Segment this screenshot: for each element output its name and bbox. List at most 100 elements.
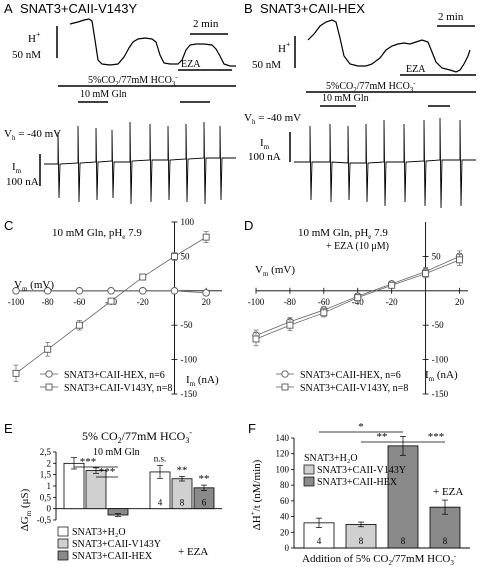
legend-swatch bbox=[57, 550, 69, 561]
h-label: H+ bbox=[278, 40, 291, 55]
y-tick-label: 0 bbox=[285, 543, 290, 553]
y-tick-label: 0 bbox=[47, 504, 52, 514]
y-tick-label: -50 bbox=[180, 320, 192, 330]
current-trace bbox=[294, 117, 476, 209]
data-point-square bbox=[171, 252, 178, 260]
legend-swatch bbox=[303, 464, 315, 475]
current-trace bbox=[44, 121, 236, 205]
im-label: Im bbox=[260, 137, 270, 151]
x-axis-label: Vm (mV) bbox=[14, 279, 54, 293]
vh-label: Vh = -40 mV bbox=[244, 112, 301, 126]
x-axis-label: Vm (mV) bbox=[255, 264, 295, 278]
significance-label: *** bbox=[99, 466, 116, 478]
legend-entry: SNAT3+CAII-V143Y, n=8 bbox=[300, 383, 408, 394]
legend: SNAT3+CAII-HEX, n=6 SNAT3+CAII-V143Y, n=… bbox=[40, 370, 172, 394]
legend: SNAT3+H₂O SNAT3+CAII-V143Y SNAT3+CAII-HE… bbox=[57, 526, 161, 562]
data-point-circle bbox=[202, 289, 210, 297]
eza-group-label: + EZA bbox=[178, 546, 208, 558]
y-tick-label: -100 bbox=[432, 355, 449, 365]
significance-label: *** bbox=[80, 456, 97, 468]
y-tick-label: 140 bbox=[276, 433, 290, 443]
n-label: 8 bbox=[401, 536, 406, 546]
n-label: 8 bbox=[443, 536, 448, 546]
h-scale-label: 50 nM bbox=[252, 59, 281, 71]
significance-label: * bbox=[358, 421, 364, 433]
eza-label: EZA bbox=[406, 64, 426, 75]
x-tick-label: -60 bbox=[73, 297, 85, 307]
legend-swatch bbox=[57, 538, 69, 549]
eza-label: EZA bbox=[181, 59, 201, 70]
y-tick-label: 80 bbox=[280, 480, 290, 490]
y-axis-label: Im (nA) bbox=[425, 369, 458, 383]
n-label: 8 bbox=[359, 536, 364, 546]
y-axis-label: Im (nA) bbox=[186, 374, 219, 388]
x-tick-label: -20 bbox=[386, 297, 398, 307]
significance-label: ** bbox=[199, 473, 210, 485]
legend-entry: SNAT3+CAII-HEX, n=6 bbox=[300, 370, 401, 381]
legend-entry: SNAT3+CAII-HEX bbox=[317, 477, 398, 488]
x-tick-label: -20 bbox=[137, 297, 149, 307]
panel-b: B SNAT3+CAII-HEX 2 min H+ 50 nM EZA 5%CO… bbox=[244, 1, 476, 209]
co2-label: 5%CO2/77mM HCO3- bbox=[326, 79, 416, 94]
panel-a: A SNAT3+CAII-V143Y 2 min H+ 50 nM EZA 5%… bbox=[4, 1, 236, 205]
x-axis-label: Addition of 5% CO2/77mM HCO3- bbox=[302, 552, 457, 567]
n-label: 6 bbox=[202, 498, 207, 508]
data-point-square bbox=[422, 270, 430, 278]
data-point-circle bbox=[139, 287, 147, 295]
gln-label: 10 mM Gln bbox=[80, 89, 127, 100]
y-tick-label: -150 bbox=[432, 389, 449, 399]
data-point-square bbox=[75, 321, 83, 329]
panel-c-title: 10 mM Gln, pHe 7.9 bbox=[52, 227, 142, 241]
panel-letter-e: E bbox=[4, 421, 13, 436]
y-tick-label: 50 bbox=[180, 251, 190, 261]
significance-label: ** bbox=[177, 464, 188, 476]
data-point-square bbox=[388, 281, 396, 289]
y-tick-label: 100 bbox=[276, 464, 290, 474]
x-tick-label: -60 bbox=[318, 297, 330, 307]
legend-entry: SNAT3+CAII-V143Y bbox=[72, 539, 161, 550]
panel-e-title: 5% CO2/77mM HCO3- bbox=[82, 428, 192, 445]
n-label: 4 bbox=[158, 498, 163, 508]
data-point-square bbox=[252, 335, 260, 343]
y-tick-label: 2,5 bbox=[40, 447, 52, 457]
co2-label: 5%CO2/77mM HCO3- bbox=[88, 73, 178, 88]
ph-trace bbox=[69, 18, 236, 67]
x-tick-label: -80 bbox=[42, 297, 54, 307]
data-point-square bbox=[107, 297, 115, 305]
panel-d: D 10 mM Gln, pHe 7.9 + EZA (10 μM) -100-… bbox=[244, 218, 468, 399]
legend-swatch bbox=[57, 526, 69, 537]
n-label: 8 bbox=[180, 498, 185, 508]
legend-entry: SNAT3+CAII-HEX, n=6 bbox=[64, 370, 165, 381]
panel-c: C 10 mM Gln, pHe 7.9 -100-80-60-40-2020-… bbox=[4, 217, 222, 399]
significance-label: ** bbox=[377, 431, 388, 443]
data-point-square bbox=[12, 369, 20, 377]
legend-marker-circle bbox=[45, 370, 53, 378]
y-tick-label: 20 bbox=[280, 527, 290, 537]
y-axis-label: ΔH+/t (nM/min) bbox=[249, 459, 263, 530]
panel-f: F ΔH+/t (nM/min) 0 20 40 60 80 100 120 140 4 8 8 8 *… bbox=[248, 421, 470, 567]
legend-entry: SNAT3+CAII-HEX bbox=[72, 551, 153, 562]
im-scale-label: 100 nA bbox=[248, 151, 281, 163]
x-tick-label: -40 bbox=[352, 297, 364, 307]
panel-letter-d: D bbox=[244, 218, 253, 233]
legend: SNAT3+H₂O SNAT3+CAII-V143Y SNAT3+CAII-HE… bbox=[303, 453, 406, 488]
gln-label: 10 mM Gln bbox=[322, 93, 369, 104]
data-point-square bbox=[354, 294, 362, 302]
legend-marker-square bbox=[281, 383, 289, 391]
x-tick-label: 20 bbox=[202, 297, 212, 307]
data-point-circle bbox=[170, 287, 179, 295]
vh-label: Vh = -40 mV bbox=[4, 128, 61, 142]
y-tick-label: -0,5 bbox=[37, 515, 52, 525]
bar bbox=[387, 445, 419, 549]
significance-label: n.s. bbox=[154, 454, 167, 464]
data-point-square bbox=[139, 273, 147, 281]
y-tick-label: 50 bbox=[432, 251, 442, 261]
data-point-square bbox=[286, 321, 294, 329]
legend-marker-square bbox=[45, 383, 53, 391]
y-tick-label: -50 bbox=[432, 320, 444, 330]
panel-b-title: SNAT3+CAII-HEX bbox=[260, 1, 365, 16]
panel-e-subtitle: 10 mM Gln bbox=[93, 447, 140, 458]
ph-trace bbox=[307, 19, 471, 73]
legend-entry: SNAT3+CAII-V143Y bbox=[317, 465, 406, 476]
iv-chart-d: -100 -80 -60 -40 -20 20 -150 -100 -50 50 bbox=[248, 222, 468, 399]
